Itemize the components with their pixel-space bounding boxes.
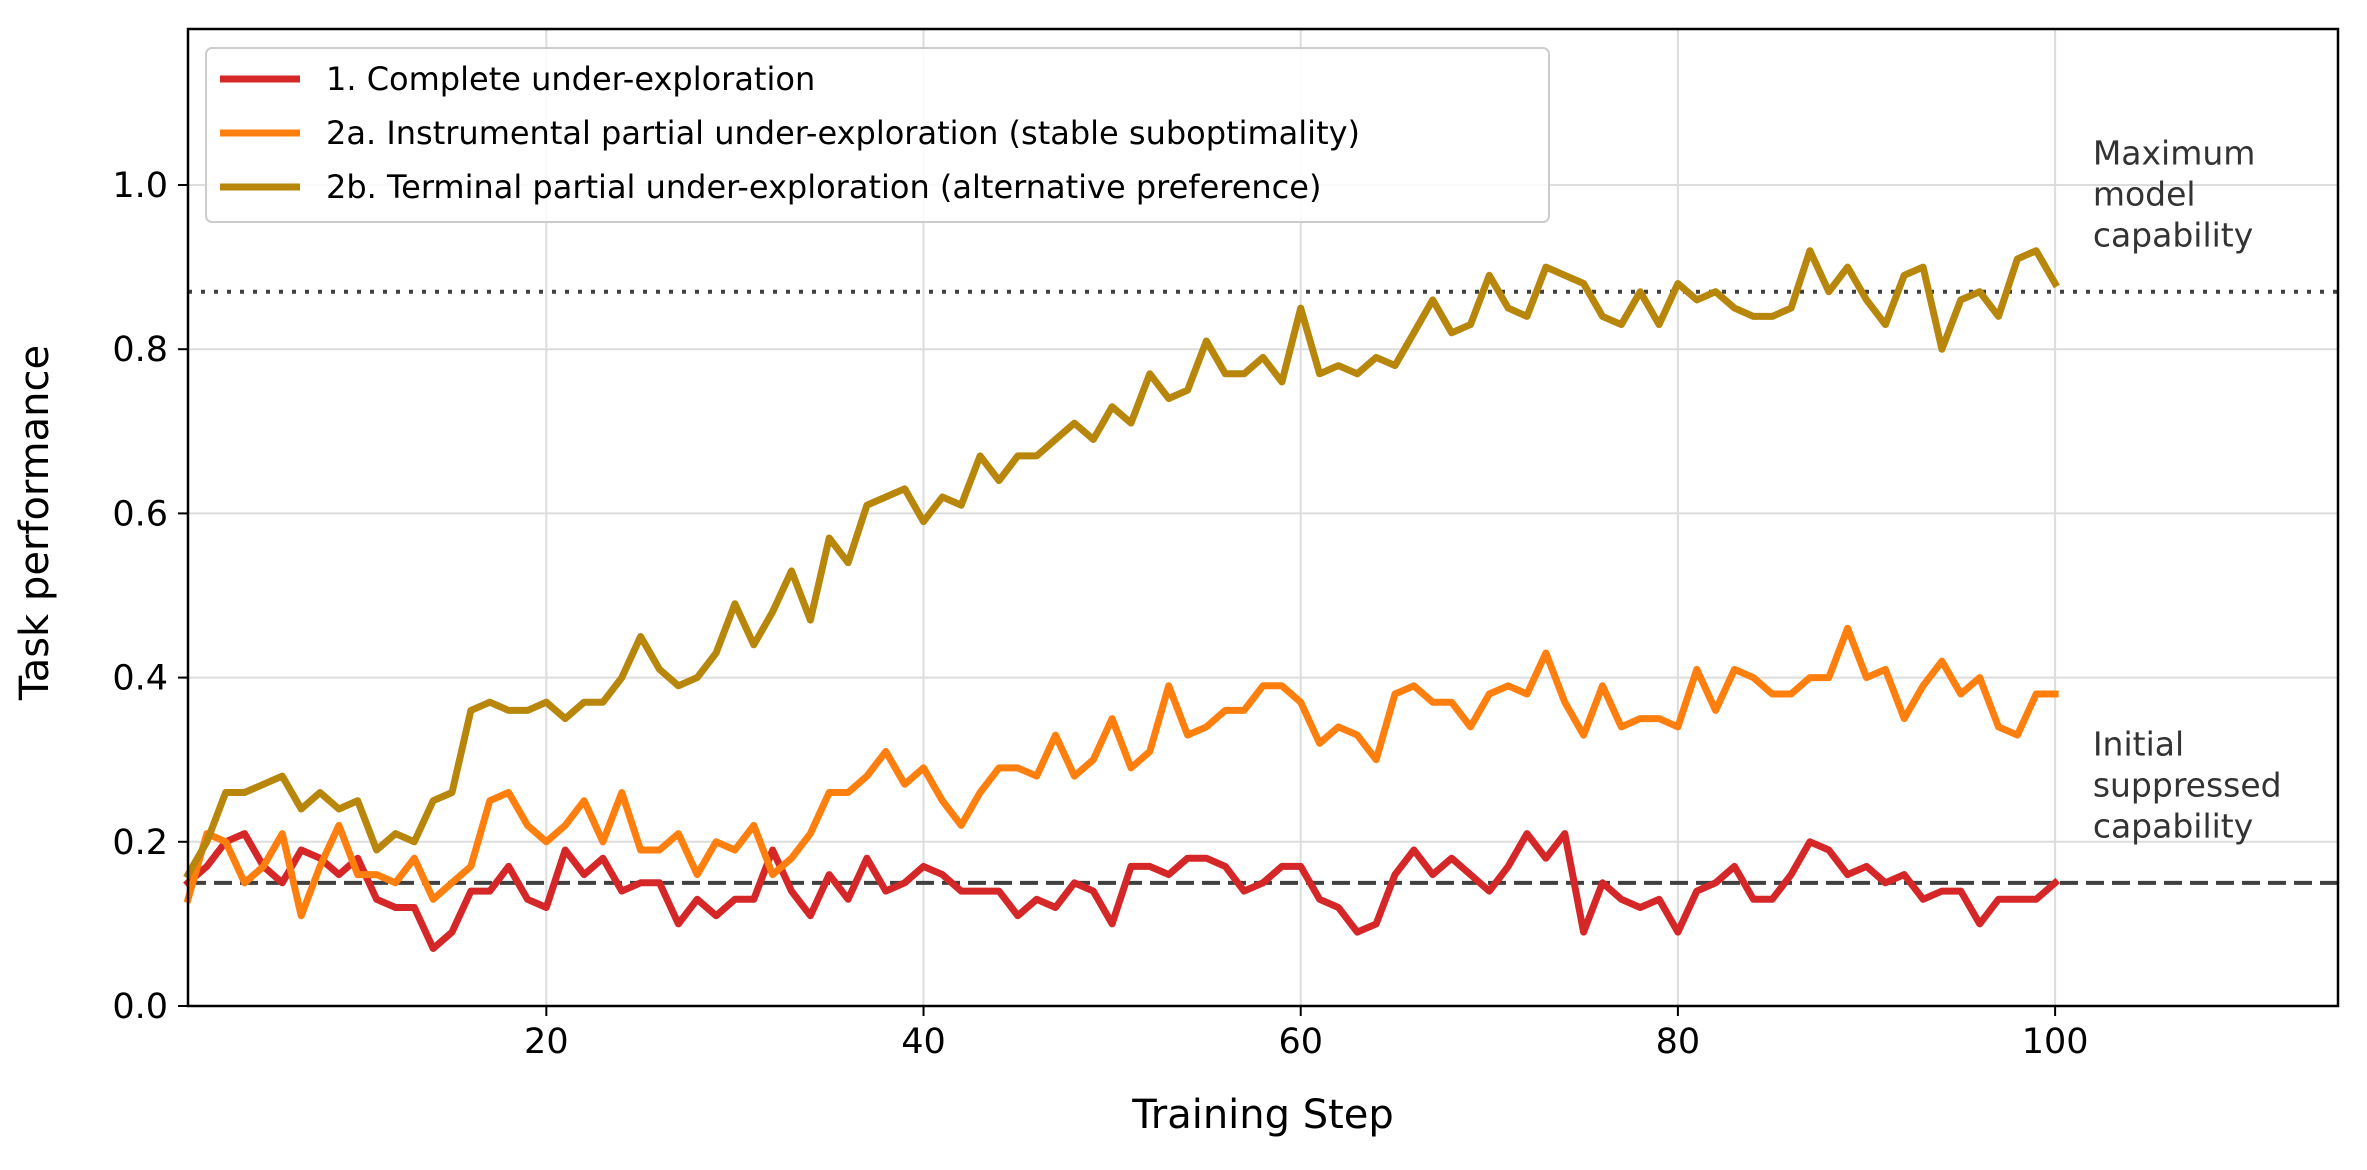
annotation-line: model (2093, 174, 2196, 213)
x-tick-label: 20 (524, 1022, 569, 1062)
y-tick-label: 0.4 (112, 659, 168, 699)
y-tick-label: 0.6 (112, 494, 168, 534)
legend-label-1: 1. Complete under-exploration (326, 60, 815, 98)
x-tick-label: 100 (2022, 1022, 2089, 1062)
annotation-line: Maximum (2093, 133, 2256, 172)
legend-box (205, 47, 1550, 223)
plot-frame (186, 27, 2340, 1008)
series-layer (183, 247, 2061, 952)
x-axis-ticks: 20 40 60 80 100 (524, 1006, 2089, 1062)
x-tick-label: 60 (1278, 1022, 1323, 1062)
y-tick-label: 0.0 (112, 987, 168, 1027)
x-tick-label: 80 (1656, 1022, 1701, 1062)
series-line-2 (183, 624, 2059, 920)
y-tick-label: 1.0 (112, 166, 168, 206)
annotation-line: suppressed (2093, 766, 2282, 805)
annotation-line: capability (2093, 215, 2253, 254)
series-line-3 (183, 247, 2060, 880)
x-tick-label: 40 (901, 1022, 946, 1062)
y-axis-ticks: 0.0 0.2 0.4 0.6 0.8 1.0 (112, 166, 188, 1027)
legend-label-3: 2b. Terminal partial under-exploration (… (326, 168, 1321, 206)
annotation-line: capability (2093, 807, 2253, 846)
initial-capability-annotation: Initial suppressed capability (2093, 725, 2282, 846)
legend: 1. Complete under-exploration 2a. Instrum… (205, 47, 1550, 223)
max-capability-annotation: Maximum model capability (2093, 133, 2256, 254)
series-line-1 (183, 830, 2061, 952)
y-tick-label: 0.2 (112, 823, 168, 863)
legend-label-2: 2a. Instrumental partial under-explorati… (326, 114, 1360, 152)
x-axis-label: Training Step (1131, 1092, 1394, 1138)
annotation-line: Initial (2093, 725, 2184, 764)
y-axis-label: Task performance (12, 345, 58, 701)
y-tick-label: 0.8 (112, 330, 168, 370)
